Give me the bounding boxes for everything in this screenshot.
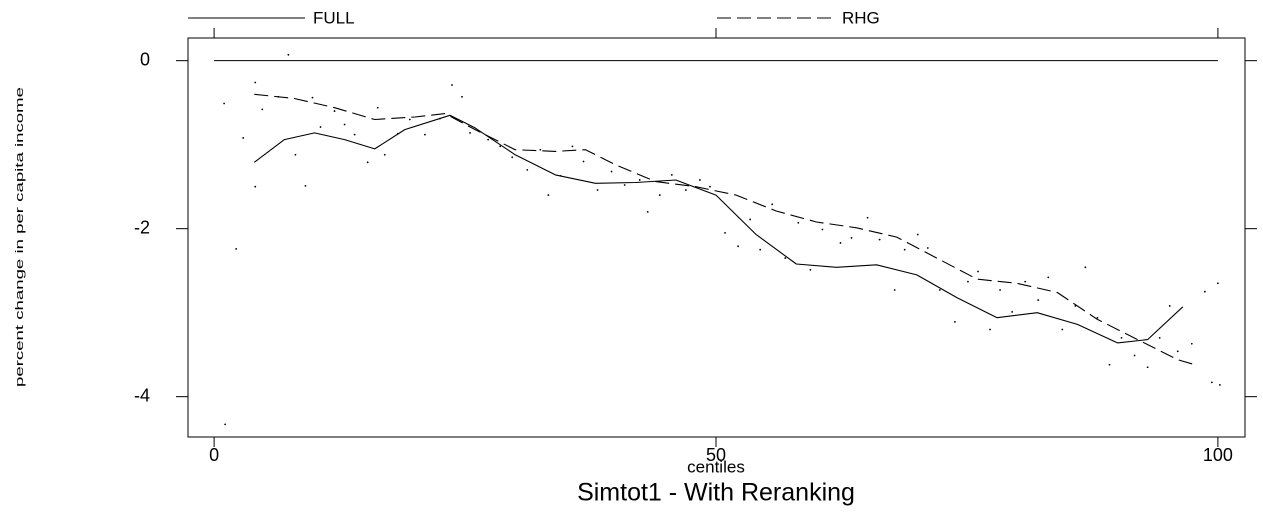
data-point (1024, 280, 1027, 283)
x-tick-label: 100 (1203, 445, 1233, 465)
data-point (547, 194, 550, 196)
data-point (954, 321, 956, 323)
data-point (254, 185, 257, 188)
data-point (333, 110, 336, 112)
data-point (771, 203, 774, 206)
data-point (254, 81, 257, 84)
data-point (1190, 342, 1193, 345)
data-point (1011, 310, 1014, 313)
data-point (1176, 350, 1179, 353)
data-point (709, 185, 711, 188)
data-point (699, 179, 701, 181)
data-point (926, 247, 929, 249)
data-point (461, 95, 463, 98)
data-point (938, 289, 941, 291)
data-point (469, 132, 471, 134)
data-point (511, 156, 514, 159)
data-point (539, 148, 542, 151)
data-point (383, 153, 386, 156)
data-point (916, 233, 919, 236)
x-tick-label: 0 (209, 445, 219, 465)
data-point (223, 102, 226, 105)
data-point (451, 84, 453, 86)
data-point (989, 328, 991, 331)
data-point (1203, 290, 1206, 293)
data-point (1084, 266, 1087, 269)
data-point (1061, 328, 1064, 331)
data-point (311, 96, 314, 99)
data-point (343, 123, 346, 126)
plot-frame (187, 37, 1246, 438)
data-point (610, 170, 613, 173)
data-point (1047, 276, 1050, 279)
data-point (866, 216, 869, 219)
data-point (893, 289, 896, 291)
series-line (254, 93, 1198, 367)
data-point (850, 237, 853, 239)
data-point (1120, 336, 1123, 339)
data-point (903, 248, 906, 251)
data-point (596, 189, 599, 191)
data-point (821, 228, 824, 231)
data-point (376, 106, 379, 109)
data-point (623, 184, 626, 186)
data-point (294, 153, 297, 156)
data-point (1108, 363, 1111, 366)
data-point (1158, 336, 1161, 339)
data-point (526, 168, 529, 171)
data-point (235, 247, 238, 250)
data-point (353, 133, 356, 136)
data-point (224, 423, 227, 426)
data-point (977, 270, 979, 273)
data-point (499, 145, 502, 148)
data-point (1216, 282, 1219, 285)
data-point (797, 221, 800, 224)
chart-title: Simtot1 - With Reranking (577, 479, 855, 507)
data-point (1133, 354, 1136, 357)
data-point (1146, 366, 1149, 369)
data-point (366, 161, 369, 164)
data-point (878, 238, 881, 241)
data-point (1210, 381, 1213, 384)
data-point (646, 210, 649, 213)
x-axis-label: centiles (687, 457, 745, 476)
x-tick-label: 50 (706, 445, 726, 465)
data-point (999, 289, 1001, 291)
data-point (408, 118, 411, 121)
y-axis-label: percent change in per capita income (14, 87, 26, 387)
data-point (423, 133, 426, 136)
data-point (759, 248, 762, 251)
data-point (784, 257, 787, 259)
data-point (658, 194, 661, 196)
data-point (319, 126, 322, 128)
data-point (304, 184, 307, 187)
data-point (638, 179, 641, 181)
legend-label: RHG (842, 8, 880, 27)
data-point (487, 138, 490, 141)
data-point (261, 108, 264, 111)
y-tick-label: -4 (134, 385, 150, 405)
data-point (1096, 316, 1099, 319)
data-point (287, 53, 290, 56)
y-tick-label: -2 (134, 217, 150, 237)
data-point (242, 137, 245, 139)
data-point (749, 218, 752, 221)
data-point (1219, 384, 1221, 386)
legend-label: FULL (313, 8, 355, 27)
data-point (1037, 299, 1040, 301)
data-point (582, 160, 585, 163)
series-line (253, 114, 1184, 344)
data-point (737, 245, 739, 248)
data-point (724, 231, 726, 234)
data-point (839, 242, 842, 244)
data-point (571, 145, 574, 148)
y-tick-label: 0 (140, 49, 150, 69)
data-point (1168, 305, 1171, 307)
data-point (967, 280, 969, 283)
data-point (809, 268, 812, 271)
data-point (670, 174, 673, 176)
data-point (684, 189, 687, 191)
